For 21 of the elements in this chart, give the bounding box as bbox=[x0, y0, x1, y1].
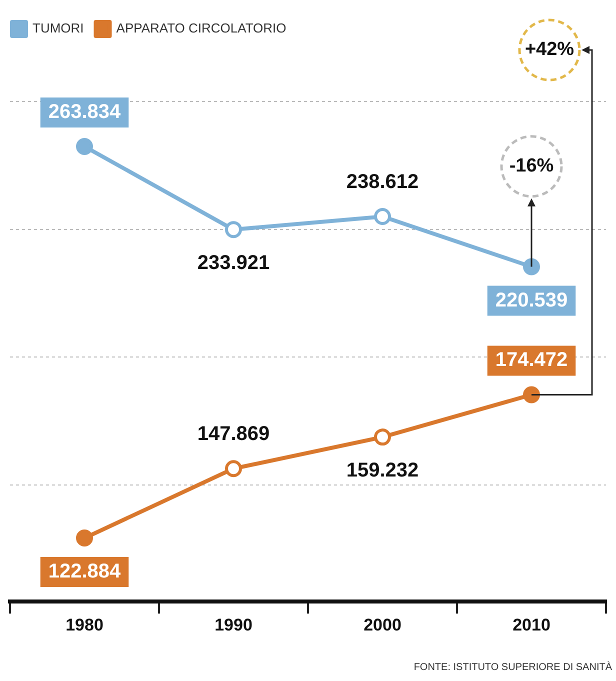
data-label: 263.834 bbox=[48, 100, 122, 123]
x-tick-label: 2000 bbox=[364, 615, 402, 634]
point bbox=[76, 530, 93, 547]
x-tick-label: 1980 bbox=[66, 615, 104, 634]
data-label: 220.539 bbox=[495, 289, 568, 312]
point bbox=[523, 386, 540, 404]
legend-label: APPARATO CIRCOLATORIO bbox=[116, 20, 286, 36]
x-tick-label: 2010 bbox=[512, 615, 550, 634]
data-label: 122.884 bbox=[48, 560, 122, 583]
source-note: FONTE: ISTITUTO SUPERIORE DI SANITÀ bbox=[414, 662, 612, 673]
x-tick-label: 1990 bbox=[214, 615, 252, 634]
point bbox=[76, 138, 93, 155]
data-label: 238.612 bbox=[346, 171, 419, 194]
data-label: 174.472 bbox=[495, 349, 568, 372]
data-label: 233.921 bbox=[197, 252, 270, 274]
data-label: 147.869 bbox=[197, 423, 270, 446]
data-label: 159.232 bbox=[346, 460, 419, 482]
point bbox=[523, 258, 540, 276]
legend-label: TUMORI bbox=[32, 20, 84, 36]
annotation: -16% bbox=[509, 156, 554, 177]
text: +42% bbox=[524, 39, 574, 60]
